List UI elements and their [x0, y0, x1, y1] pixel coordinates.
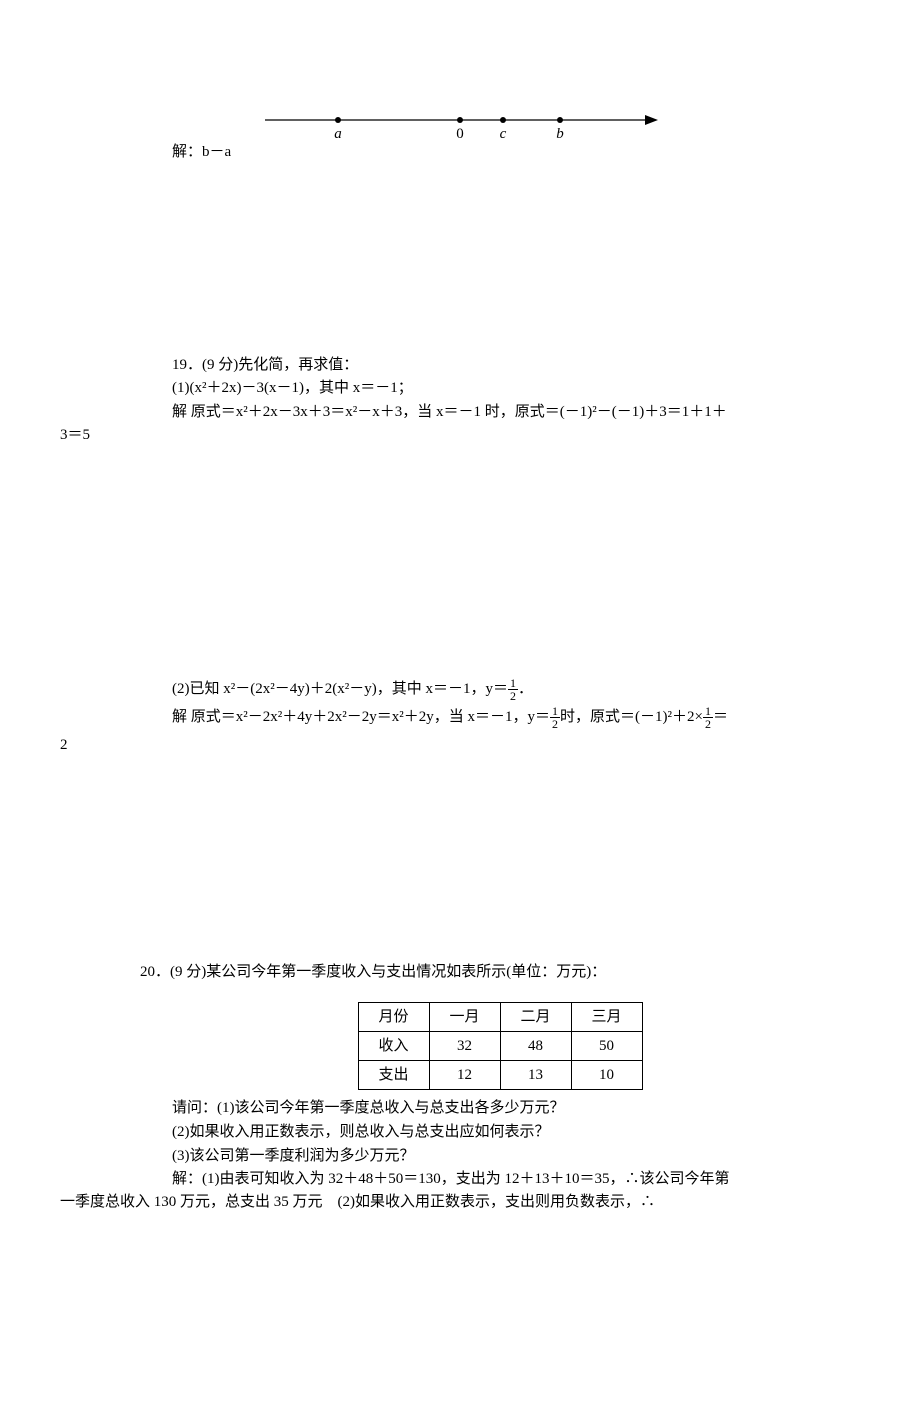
frac-half-1: 12	[508, 677, 518, 702]
q20-r1c2: 13	[500, 1060, 571, 1089]
q20-r0c3: 50	[571, 1031, 642, 1060]
q19-sol2-wrap: 2	[60, 731, 860, 760]
num-line-label-a: a	[334, 126, 342, 142]
q20-sol-b: 一季度总收入 130 万元，总支出 35 万元 (2)如果收入用正数表示，支出则…	[60, 1191, 860, 1214]
q20-th-1: 一月	[429, 1002, 500, 1031]
q19-sol1-line2: 3＝5	[60, 424, 860, 447]
frac-half-2: 12	[550, 705, 560, 730]
q19-part2: (2)已知 x²－(2x²－4y)＋2(x²－y)，其中 x＝－1，y＝12．	[172, 677, 860, 703]
num-line-label-b: b	[556, 126, 564, 142]
q20-r0c0: 收入	[358, 1031, 429, 1060]
q19-head: 19．(9 分)先化简，再求值：	[172, 354, 860, 377]
q20-head: 20．(9 分)某公司今年第一季度收入与支出情况如表所示(单位：万元)：	[140, 960, 860, 984]
q19-part1: (1)(x²＋2x)－3(x－1)，其中 x＝－1；	[172, 377, 860, 400]
number-line-figure: a 0 c b	[260, 108, 660, 142]
q19-sol2-r: ＝	[713, 709, 728, 725]
q20-r1c3: 10	[571, 1060, 642, 1089]
num-line-label-c: c	[500, 126, 507, 142]
q18-answer: 解：b－a	[172, 140, 920, 164]
q20-sub2: (2)如果收入用正数表示，则总收入与总支出应如何表示？	[140, 1120, 860, 1144]
q20-th-2: 二月	[500, 1002, 571, 1031]
q20-sol-a: 解：(1)由表可知收入为 32＋48＋50＝130，支出为 12＋13＋10＝3…	[60, 1171, 730, 1187]
q20-th-3: 三月	[571, 1002, 642, 1031]
q20-r1c0: 支出	[358, 1060, 429, 1089]
q20-sub3: (3)该公司第一季度利润为多少万元？	[140, 1144, 860, 1168]
table-row: 收入 32 48 50	[358, 1031, 642, 1060]
q19-sol2-m: 时，原式＝(－1)²＋2×	[560, 709, 703, 725]
table-row: 支出 12 13 10	[358, 1060, 642, 1089]
q20-r0c2: 48	[500, 1031, 571, 1060]
q20-r0c1: 32	[429, 1031, 500, 1060]
frac-half-3: 12	[703, 705, 713, 730]
q20-sub1: 请问：(1)该公司今年第一季度总收入与总支出各多少万元？	[140, 1096, 860, 1120]
q19-sol1-line1: 解 原式＝x²＋2x－3x＋3＝x²－x＋3，当 x＝－1 时，原式＝(－1)²…	[60, 404, 727, 420]
num-line-label-0: 0	[456, 126, 464, 142]
q20-th-0: 月份	[358, 1002, 429, 1031]
q19-sol2-l: 解 原式＝x²－2x²＋4y＋2x²－2y＝x²＋2y，当 x＝－1，y＝	[60, 709, 550, 725]
q20-r1c1: 12	[429, 1060, 500, 1089]
q20-table: 月份 一月 二月 三月 收入 32 48 50 支出 12 13 10	[358, 1002, 643, 1090]
table-row: 月份 一月 二月 三月	[358, 1002, 642, 1031]
